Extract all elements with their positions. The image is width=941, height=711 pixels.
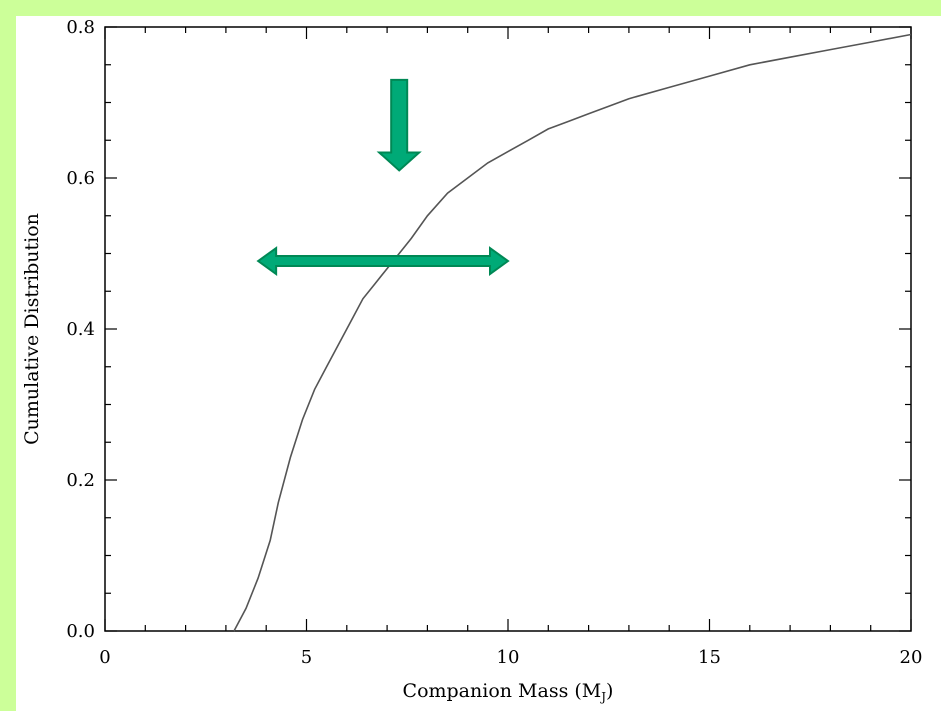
x-tick-label: 20 [900,647,923,668]
annotations [256,78,510,277]
x-axis-title: Companion Mass (MJ) [403,680,614,704]
double-arrow-annotation [256,246,510,277]
x-tick-label: 5 [301,647,312,668]
plot-frame [104,26,912,632]
x-tick-label: 0 [99,647,110,668]
x-tick-label: 10 [497,647,520,668]
y-tick-label: 0.0 [66,621,95,642]
axis-ticks [104,26,912,632]
y-tick-label: 0.6 [66,168,95,189]
x-tick-label: 15 [698,647,721,668]
x-tick-labels: 0 5 10 15 20 [99,647,922,668]
down-arrow-annotation [376,78,422,172]
chart-panel [16,16,941,711]
y-tick-label: 0.8 [66,17,95,38]
y-tick-labels: 0.0 0.2 0.4 0.6 0.8 [66,17,95,642]
y-tick-label: 0.2 [66,470,95,491]
y-axis-title: Cumulative Distribution [21,213,43,445]
y-tick-label: 0.4 [66,319,95,340]
cumulative-curve [233,33,912,632]
